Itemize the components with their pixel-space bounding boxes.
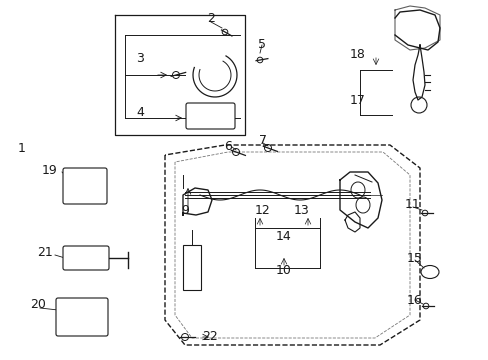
Text: 5: 5 [258, 39, 265, 51]
FancyBboxPatch shape [56, 298, 108, 336]
Text: 3: 3 [136, 51, 143, 64]
Bar [183, 245, 201, 290]
Text: 21: 21 [37, 246, 53, 258]
Text: 10: 10 [276, 264, 291, 276]
Text: 7: 7 [259, 134, 266, 147]
Text: 8: 8 [187, 264, 196, 276]
Text: 6: 6 [224, 140, 231, 153]
Text: 17: 17 [349, 94, 365, 107]
Text: 9: 9 [181, 203, 188, 216]
Text: 19: 19 [42, 163, 58, 176]
FancyBboxPatch shape [63, 246, 109, 270]
Text: 12: 12 [255, 203, 270, 216]
Text: 4: 4 [136, 105, 143, 118]
Text: 1: 1 [18, 141, 26, 154]
Text: 13: 13 [293, 203, 309, 216]
Text: 16: 16 [407, 293, 422, 306]
Text: 22: 22 [202, 330, 218, 343]
Text: 15: 15 [406, 252, 422, 265]
Text: 18: 18 [349, 49, 365, 62]
Text: 20: 20 [30, 298, 46, 311]
FancyBboxPatch shape [63, 168, 107, 204]
FancyBboxPatch shape [185, 103, 235, 129]
Ellipse shape [420, 266, 438, 279]
Text: 11: 11 [404, 198, 420, 211]
Text: 14: 14 [276, 230, 291, 243]
Text: 2: 2 [206, 12, 215, 24]
